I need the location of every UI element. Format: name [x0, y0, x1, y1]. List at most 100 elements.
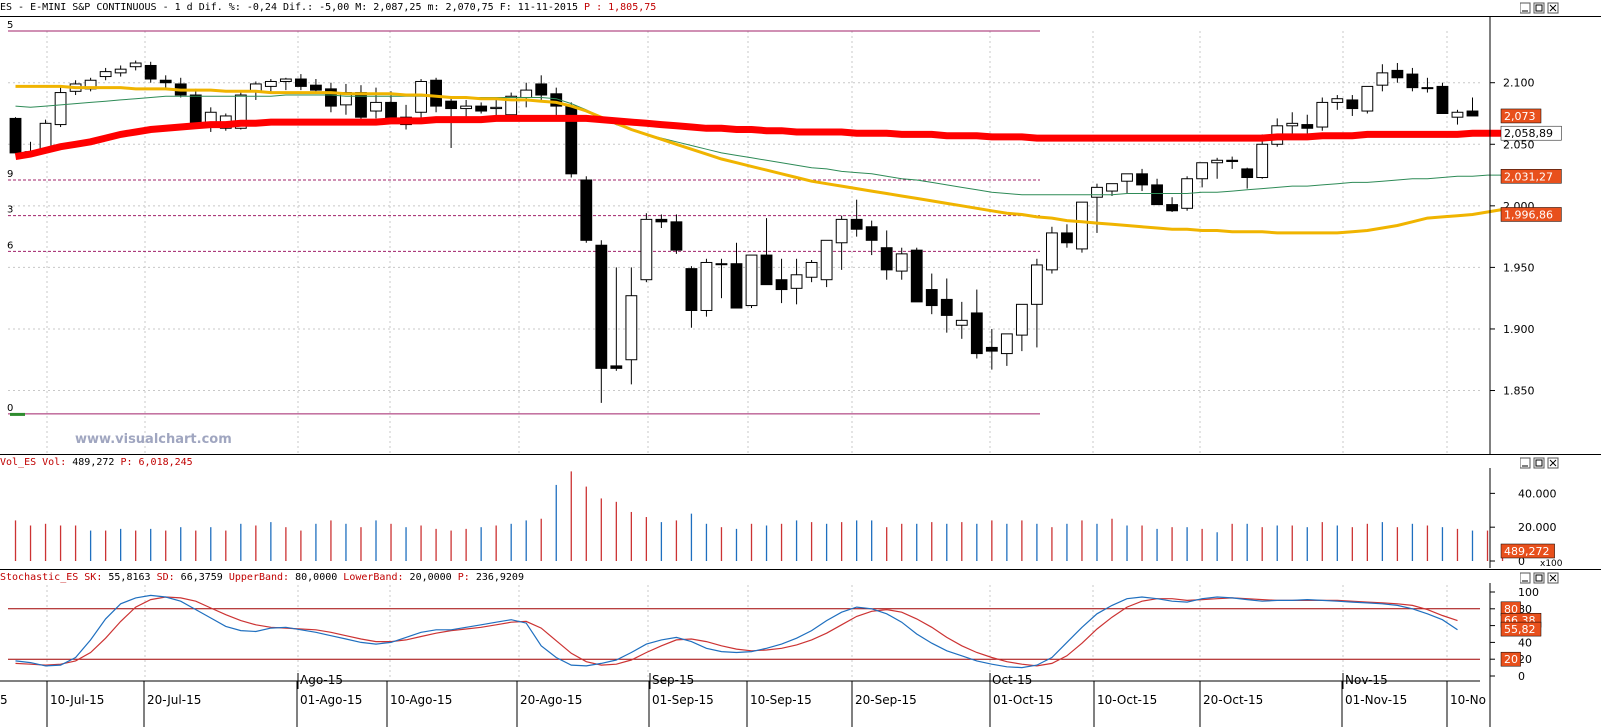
- candle-body: [1121, 173, 1133, 182]
- stoch-lb: 20,0000: [409, 572, 452, 583]
- candle-body: [294, 78, 307, 87]
- candle-body: [1030, 264, 1043, 305]
- candle-body: [1241, 168, 1254, 179]
- candle-body: [1436, 85, 1449, 114]
- candle-body: [895, 253, 908, 272]
- candle-body: [460, 105, 473, 110]
- candle-body: [234, 94, 247, 129]
- stoch-tick-label: 20: [1518, 653, 1532, 666]
- candle-body: [790, 274, 803, 289]
- candle-body: [99, 71, 112, 78]
- candle-body: [1286, 122, 1299, 127]
- candle-body: [835, 218, 848, 244]
- candle-body: [445, 100, 458, 110]
- candle-body: [1331, 98, 1344, 103]
- moving-averages: [14, 84, 1503, 235]
- stoch-tick-label: 80: [1518, 603, 1532, 616]
- candle-body: [1196, 162, 1209, 180]
- candle-body: [54, 92, 67, 126]
- month-label: Nov-15: [1345, 673, 1388, 687]
- price-tick-label: 2.050: [1503, 138, 1535, 151]
- volume-last-label: 489,272: [1504, 545, 1550, 558]
- candle-body: [279, 78, 292, 82]
- candle-body: [1015, 303, 1028, 336]
- candle-body: [1076, 201, 1088, 250]
- date-label: 01-Sep-15: [652, 693, 714, 707]
- stoch-ub-label: 80: [1504, 603, 1518, 616]
- candle-body: [520, 89, 533, 98]
- last-price-label: 2,073: [1504, 110, 1536, 123]
- candle-body: [1391, 69, 1404, 79]
- volume-divider: [0, 454, 1601, 455]
- candle-body: [490, 106, 503, 110]
- stoch-grid: [8, 585, 1480, 679]
- date-label: 10-Ago-15: [390, 693, 452, 707]
- minimize-icon[interactable]: [1519, 457, 1531, 469]
- stoch-divider: [0, 569, 1601, 570]
- stoch-lb-label-bg: [1500, 651, 1521, 667]
- volume-window-controls[interactable]: [1519, 457, 1596, 472]
- stoch-tick-label: 0: [1518, 670, 1525, 683]
- candle-body: [775, 279, 788, 291]
- price-symbol: ES - E-MINI S&P CONTINUOUS: [0, 2, 157, 13]
- candle-body: [430, 79, 442, 107]
- candle-body: [1151, 184, 1163, 206]
- candle-body: [9, 117, 22, 154]
- ma-mid-label: 2,031,27: [1504, 170, 1553, 183]
- candle-body: [475, 105, 488, 112]
- date-label: 01-Ago-15: [300, 693, 362, 707]
- candlesticks: [9, 60, 1479, 403]
- candle-body: [1421, 87, 1434, 90]
- candle-body: [1466, 110, 1479, 117]
- maximize-icon[interactable]: [1533, 457, 1545, 469]
- ma-mid-line: [15, 94, 1503, 196]
- price-window-controls[interactable]: [1519, 2, 1596, 17]
- candle-body: [745, 254, 758, 307]
- candle-body: [925, 289, 938, 307]
- candle-body: [1061, 232, 1073, 244]
- candle-body: [685, 268, 698, 311]
- price-axis: 2.1002.0502.0001.9501.9001.8502,0732,058…: [1489, 17, 1562, 454]
- candle-body: [1211, 159, 1224, 164]
- month-label: Oct-15: [992, 673, 1032, 687]
- price-header-divider: [0, 16, 1601, 17]
- minimize-icon[interactable]: [1519, 572, 1531, 584]
- price-grid: [8, 31, 1480, 454]
- minimize-icon[interactable]: [1519, 2, 1531, 14]
- volume-bars: [14, 471, 1504, 561]
- ma-fast-label: 1,996,86: [1504, 208, 1553, 221]
- candle-body: [820, 239, 833, 281]
- date-label: 20-Jul-15: [147, 693, 201, 707]
- stoch-p-label: P:: [457, 572, 470, 583]
- watermark: www.visualchart.com: [75, 432, 232, 447]
- candle-body: [985, 346, 998, 352]
- fib-label: 9: [7, 169, 13, 180]
- candle-body: [595, 244, 608, 369]
- date-label: 10-Oct-15: [1097, 693, 1157, 707]
- fibonacci-levels: 5 9 3 6 0: [7, 20, 1040, 416]
- candle-body: [1256, 143, 1269, 179]
- date-label: 01-Oct-15: [993, 693, 1053, 707]
- fib-marker: [10, 412, 25, 416]
- maximize-icon[interactable]: [1533, 572, 1545, 584]
- candle-body: [715, 263, 728, 266]
- stoch-sk: 55,8163: [108, 572, 151, 583]
- stoch-window-controls[interactable]: [1519, 572, 1596, 587]
- candle-body: [159, 79, 172, 84]
- maximize-icon[interactable]: [1533, 2, 1545, 14]
- candle-body: [505, 95, 518, 116]
- price-header-stats: - 1 d Dif. %: -0,24 Dif.: -5,00 M: 2,087…: [162, 2, 578, 13]
- candle-body: [955, 319, 968, 326]
- price-tick-label: 2.100: [1503, 77, 1535, 90]
- candle-body: [1000, 333, 1013, 355]
- ma-fast-line: [15, 84, 1503, 235]
- candle-body: [144, 64, 157, 80]
- ma-fast-label-bg: [1500, 207, 1562, 222]
- candle-body: [1046, 232, 1058, 271]
- stoch-lb-label: 20: [1504, 653, 1518, 666]
- candle-body: [625, 295, 638, 361]
- fib-label: 0: [7, 403, 13, 414]
